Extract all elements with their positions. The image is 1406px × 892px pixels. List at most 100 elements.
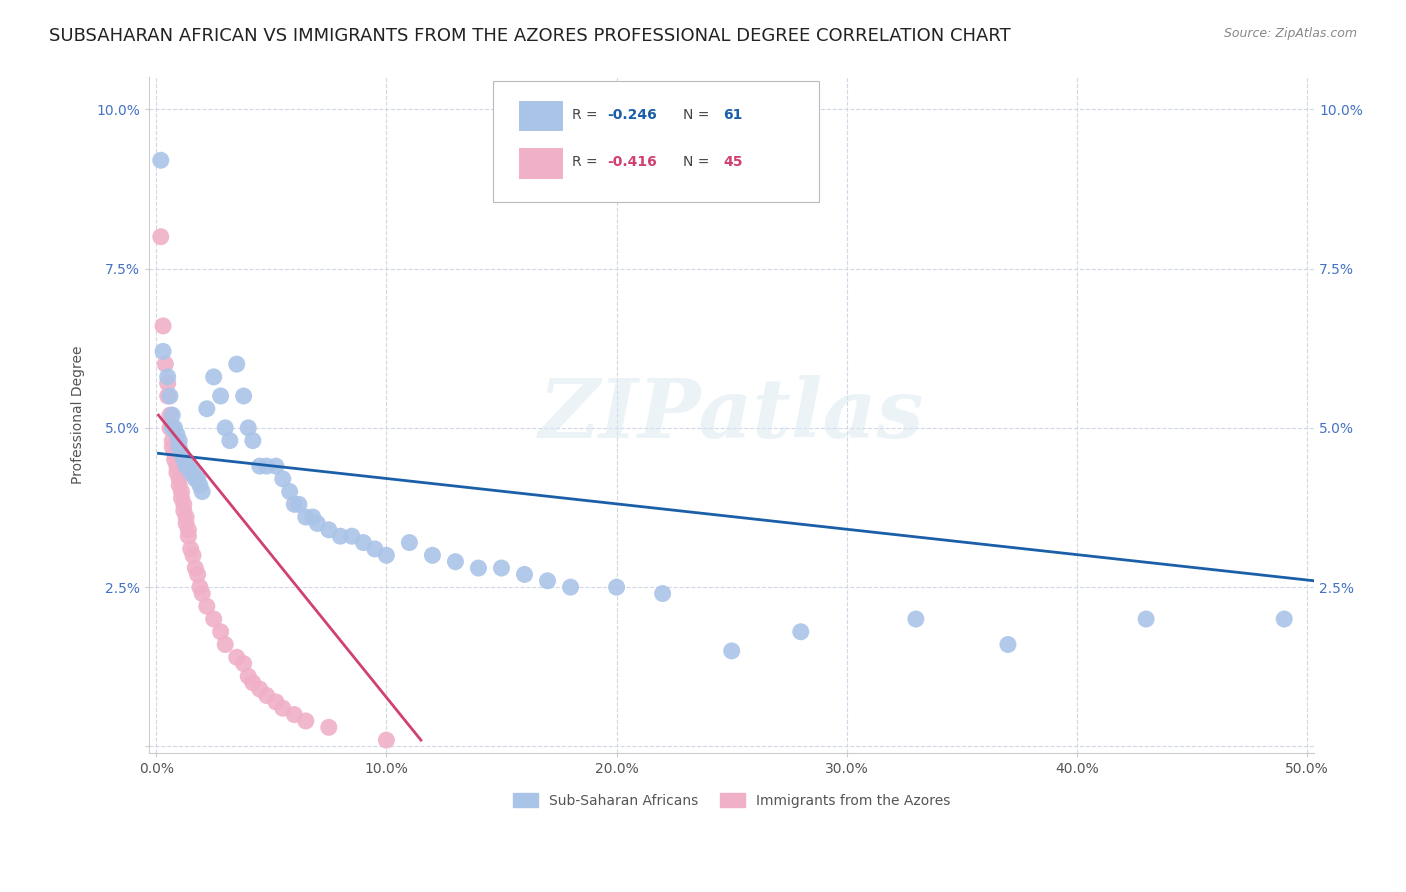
Point [155,357,177,371]
Point [159,389,181,403]
Point [232,657,254,671]
Point [249,459,271,474]
Point [167,478,190,492]
Point [264,695,287,709]
Point [202,370,225,384]
Point [256,459,278,474]
Point [364,541,387,556]
Point [149,153,172,168]
FancyBboxPatch shape [519,148,562,178]
Point [398,535,420,549]
Point [560,580,582,594]
Point [242,675,264,690]
Point [218,434,240,448]
Point [152,318,174,333]
Point [191,484,214,499]
Point [329,529,352,543]
Point [177,523,200,537]
Point [1272,612,1295,626]
Point [174,510,197,524]
Point [294,714,316,728]
Point [163,421,186,435]
Point [467,561,489,575]
Point [166,459,188,474]
Point [159,408,181,422]
Point [184,561,207,575]
Point [340,529,363,543]
Point [152,344,174,359]
Point [184,472,207,486]
Point [191,586,214,600]
Point [174,459,197,474]
Point [790,624,813,639]
Point [249,682,271,697]
Point [238,669,260,683]
Point [159,421,181,435]
Point [163,446,186,460]
Point [209,624,232,639]
Point [187,567,209,582]
Point [156,370,179,384]
Point [170,491,193,505]
Point [162,440,184,454]
Point [283,497,305,511]
Point [173,452,195,467]
Point [283,707,305,722]
Point [422,549,444,563]
Point [167,472,190,486]
Point [173,497,195,511]
Point [271,701,294,715]
Point [301,510,323,524]
Point [177,529,200,543]
Point [238,421,260,435]
Point [294,510,316,524]
Point [195,401,218,416]
Point [177,459,200,474]
Point [288,497,311,511]
Point [181,466,204,480]
Text: -0.416: -0.416 [607,155,657,169]
Point [318,720,340,734]
Text: 45: 45 [724,155,742,169]
Point [536,574,558,588]
Point [491,561,513,575]
Point [1135,612,1157,626]
Point [167,434,190,448]
Text: SUBSAHARAN AFRICAN VS IMMIGRANTS FROM THE AZORES PROFESSIONAL DEGREE CORRELATION: SUBSAHARAN AFRICAN VS IMMIGRANTS FROM TH… [49,27,1011,45]
Point [513,567,536,582]
Text: N =: N = [683,108,713,121]
Y-axis label: Professional Degree: Professional Degree [72,346,86,484]
Point [188,580,211,594]
Text: R =: R = [572,108,602,121]
Point [180,541,202,556]
Point [170,446,193,460]
Point [264,459,287,474]
Point [181,549,204,563]
Point [214,638,236,652]
Point [166,466,188,480]
Point [242,434,264,448]
Text: -0.246: -0.246 [607,108,657,121]
Text: N =: N = [683,155,713,169]
Point [162,408,184,422]
Point [180,466,202,480]
Point [352,535,374,549]
Point [375,733,398,747]
Point [170,484,193,499]
Point [278,484,301,499]
FancyBboxPatch shape [519,101,562,131]
Point [209,389,232,403]
Point [606,580,628,594]
Point [188,478,211,492]
Text: ZIPatlas: ZIPatlas [538,376,925,455]
Point [318,523,340,537]
Text: Source: ZipAtlas.com: Source: ZipAtlas.com [1223,27,1357,40]
Point [256,689,278,703]
Point [225,357,247,371]
Point [444,555,467,569]
Point [187,472,209,486]
Legend: Sub-Saharan Africans, Immigrants from the Azores: Sub-Saharan Africans, Immigrants from th… [508,788,956,814]
Point [162,434,184,448]
Point [173,504,195,518]
Point [195,599,218,614]
